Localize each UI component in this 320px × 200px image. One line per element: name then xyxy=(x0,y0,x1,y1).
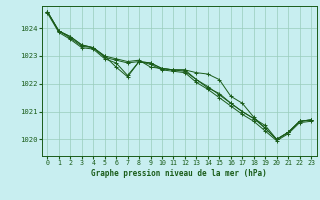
X-axis label: Graphe pression niveau de la mer (hPa): Graphe pression niveau de la mer (hPa) xyxy=(91,169,267,178)
